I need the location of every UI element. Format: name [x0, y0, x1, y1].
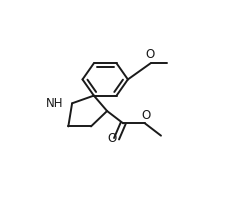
- Text: NH: NH: [46, 97, 64, 110]
- Text: O: O: [141, 109, 151, 122]
- Text: O: O: [146, 48, 155, 61]
- Text: O: O: [107, 132, 116, 145]
